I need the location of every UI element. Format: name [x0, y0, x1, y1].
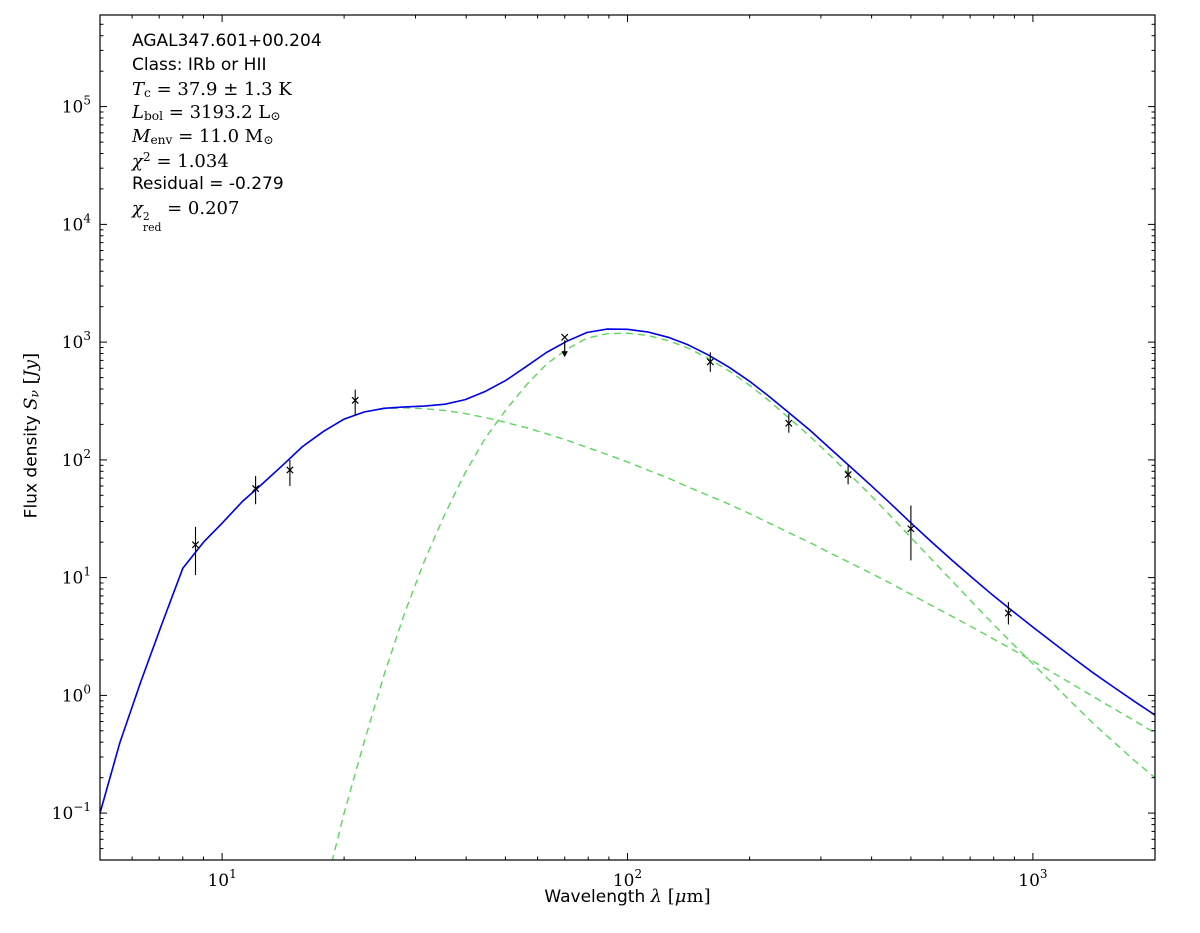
text-segment: Residual = -0.279 — [132, 173, 284, 194]
x-marker — [907, 525, 915, 533]
annotation-line: χ2 = 1.034 — [132, 150, 322, 174]
text-segment: μ — [674, 886, 687, 907]
upper-limit-arrow-head — [561, 351, 568, 358]
text-segment: = 0.207 — [161, 197, 240, 219]
text-segment: L — [132, 102, 144, 124]
text-segment: ] — [703, 886, 711, 907]
annotation-line: Residual = -0.279 — [132, 174, 322, 198]
annotation-line: χ 2 red = 0.207 — [132, 197, 322, 234]
x-marker — [191, 541, 200, 549]
text-segment: [ — [20, 377, 42, 391]
text-segment: c — [144, 85, 151, 100]
x-marker — [785, 419, 793, 427]
x-axis-label: Wavelength λ [μm] — [100, 886, 1155, 907]
text-segment: λ — [650, 886, 663, 907]
text-segment: = 3193.2 L — [163, 102, 271, 124]
text-segment: Wavelength — [544, 887, 651, 907]
text-segment: AGAL347.601+00.204 — [132, 31, 322, 51]
text-segment: M — [132, 126, 151, 148]
x-marker — [286, 466, 294, 474]
x-marker — [561, 333, 569, 341]
cold-envelope-component-dashed — [331, 332, 1155, 860]
annotation-line: Class: IRb or HII — [132, 55, 322, 79]
annotation-line: AGAL347.601+00.204 — [132, 31, 322, 55]
series-curves — [100, 328, 1155, 860]
y-axis-label: Flux density Sν [Jy] — [20, 286, 41, 586]
text-segment: χ — [132, 197, 143, 219]
text-segment: env — [150, 133, 173, 148]
warm-component-dashed — [100, 407, 1155, 814]
total-model-fit — [100, 328, 1155, 814]
annotation-line: Tc = 37.9 ± 1.3 K — [132, 79, 322, 103]
annotation-line: Menv = 11.0 M⊙ — [132, 126, 322, 150]
stacked-scripts: 2 red — [142, 209, 162, 234]
text-segment: ν — [27, 390, 42, 398]
text-segment: S — [20, 397, 42, 410]
text-segment: Jy — [20, 359, 42, 378]
x-marker — [251, 484, 260, 493]
text-segment: = 11.0 M — [172, 126, 264, 148]
text-segment: = 1.034 — [150, 151, 229, 173]
text-segment: ⊙ — [263, 133, 274, 148]
text-segment: Flux density — [21, 409, 42, 519]
x-marker — [844, 470, 852, 479]
text-segment: T — [132, 78, 145, 100]
text-segment: bol — [143, 109, 164, 124]
text-segment: ⊙ — [270, 109, 281, 124]
text-segment: [ — [662, 886, 675, 907]
text-segment: 2 — [142, 149, 151, 164]
x-marker — [1004, 609, 1013, 617]
text-segment: χ — [132, 151, 143, 173]
text-segment: ] — [20, 352, 42, 360]
annotation-block: AGAL347.601+00.204 Class: IRb or HII Tc = … — [132, 31, 322, 234]
x-marker — [351, 396, 359, 405]
annotation-line: Lbol = 3193.2 L⊙ — [132, 102, 322, 126]
axes-frame — [99, 14, 1156, 861]
text-segment: Class: IRb or HII — [132, 54, 267, 75]
x-marker — [706, 358, 714, 366]
text-segment: m — [686, 886, 704, 907]
data-points — [191, 333, 1013, 625]
text-segment: = 37.9 ± 1.3 K — [150, 78, 292, 100]
